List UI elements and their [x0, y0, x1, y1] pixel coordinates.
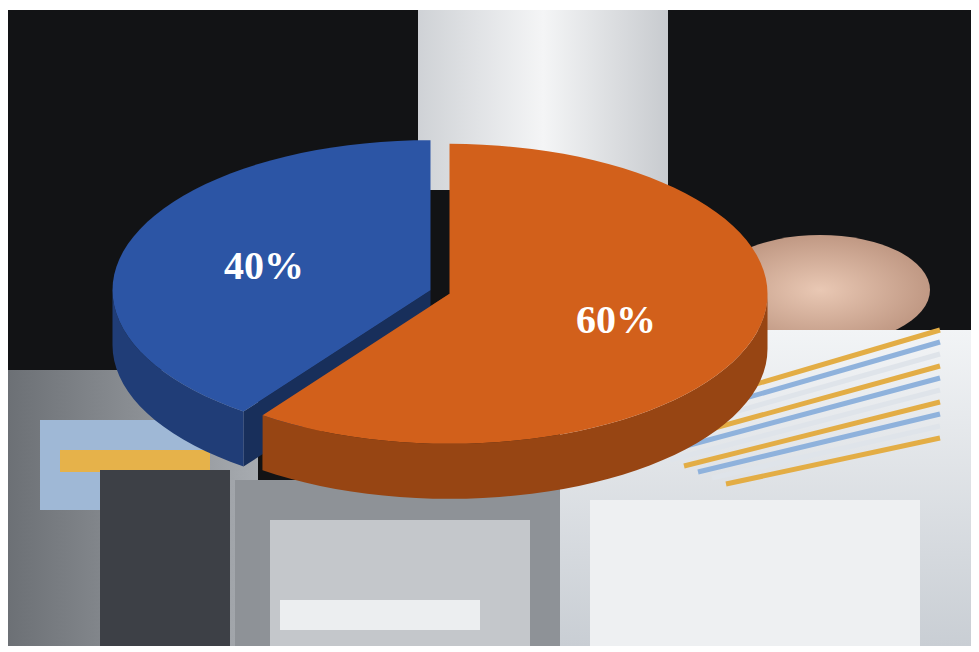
pie — [112, 140, 767, 499]
border — [0, 0, 979, 652]
binder-page — [726, 438, 940, 484]
dark-backdrop — [8, 10, 971, 646]
binder-front — [270, 520, 530, 646]
binder-spine — [100, 470, 230, 646]
data-label: 40% — [224, 243, 304, 288]
chart-wrap: 60% 40% — [0, 0, 979, 652]
binder-label — [280, 600, 480, 630]
binder-page — [712, 426, 940, 478]
chart-svg: 60% 40% — [0, 0, 979, 652]
pie-slice — [112, 140, 430, 411]
binder-tab — [60, 450, 210, 472]
data-label: 60% — [576, 297, 656, 342]
background-photo — [0, 0, 979, 652]
binder-front — [590, 500, 920, 646]
binder — [235, 480, 565, 646]
